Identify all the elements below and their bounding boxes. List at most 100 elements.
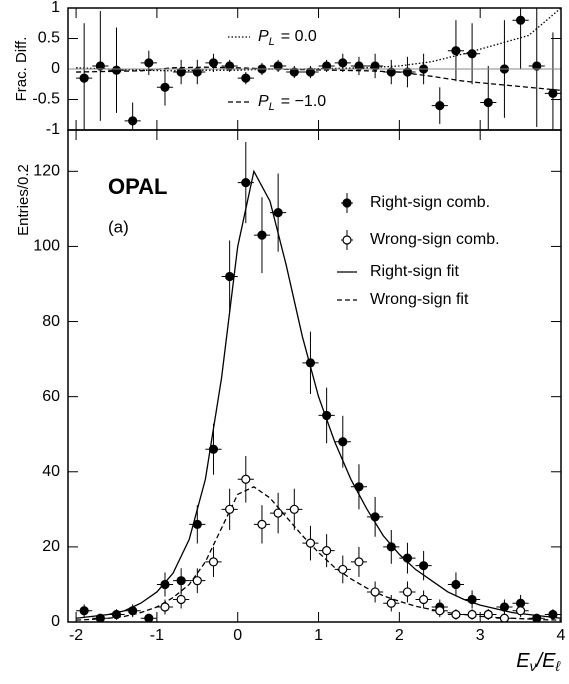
- legend-subscript: L: [269, 36, 275, 48]
- data-point: [144, 58, 154, 68]
- legend-marker: [342, 198, 352, 208]
- data-point: [451, 609, 461, 620]
- plot-area: [76, 142, 561, 622]
- x-axis-subscript: ℓ: [554, 658, 560, 674]
- data-point: [515, 606, 526, 616]
- legend-symbol: P: [258, 28, 269, 45]
- legend-label: = −1.0: [281, 93, 326, 110]
- y-tick-label: 1: [51, 0, 60, 16]
- x-axis-subscript: ν: [530, 658, 537, 674]
- data-point: [322, 410, 332, 421]
- data-point: [451, 46, 461, 56]
- data-point: [386, 542, 396, 552]
- data-point: [273, 61, 283, 71]
- y-tick-label: 0: [51, 613, 60, 630]
- data-point: [111, 609, 122, 620]
- data-point: [548, 88, 558, 99]
- y-tick-label: 80: [42, 313, 60, 330]
- data-point: [305, 67, 316, 77]
- data-point: [402, 587, 413, 597]
- data-point: [128, 116, 138, 126]
- data-point: [208, 557, 219, 567]
- data-point: [386, 598, 396, 608]
- data-point: [305, 538, 316, 548]
- chart-title: OPAL: [108, 174, 167, 199]
- x-axis-label: E: [516, 650, 530, 672]
- data-point: [354, 557, 364, 567]
- data-point: [322, 546, 332, 556]
- data-point: [419, 594, 429, 605]
- data-point: [225, 504, 235, 514]
- y-tick-label: 20: [42, 538, 60, 555]
- data-point: [370, 512, 380, 522]
- data-point: [419, 561, 429, 571]
- x-tick-label: 3: [476, 627, 485, 644]
- y-tick-label: 120: [33, 163, 60, 180]
- data-point: [338, 437, 348, 447]
- legend-label: Right-sign fit: [370, 263, 459, 280]
- x-tick-label: 4: [557, 627, 566, 644]
- data-point: [370, 61, 380, 71]
- legend-label: Wrong-sign comb.: [370, 231, 500, 248]
- data-point: [95, 61, 105, 71]
- legend-label: Right-sign comb.: [370, 194, 490, 211]
- data-point: [370, 587, 380, 597]
- data-point: [95, 613, 105, 622]
- data-point: [192, 576, 202, 586]
- data-point: [241, 73, 251, 83]
- y-tick-label: -0.5: [32, 91, 60, 108]
- x-tick-label: 2: [395, 627, 404, 644]
- data-point: [192, 67, 202, 77]
- y-tick-label: 100: [33, 238, 60, 255]
- data-point: [532, 61, 542, 71]
- x-tick-label: -1: [150, 627, 164, 644]
- legend-symbol: P: [258, 93, 269, 110]
- legend-label: PL = −1.0: [258, 93, 326, 113]
- data-point: [322, 61, 332, 71]
- data-point: [289, 67, 299, 77]
- data-point: [483, 609, 493, 620]
- data-point: [79, 73, 89, 83]
- data-point: [467, 49, 477, 59]
- data-point: [435, 100, 445, 111]
- data-point: [192, 519, 202, 529]
- data-point: [532, 613, 542, 622]
- data-point: [208, 444, 219, 454]
- data-point: [160, 602, 170, 612]
- x-axis-label: /E: [535, 650, 557, 672]
- data-point: [111, 65, 122, 75]
- annotation: (a): [108, 217, 129, 236]
- data-point: [160, 82, 170, 92]
- data-point: [548, 609, 558, 620]
- y-tick-label: 0: [51, 60, 60, 77]
- x-axis-label: Eν/Eℓ: [516, 650, 560, 673]
- data-point: [435, 606, 445, 616]
- legend-marker: [342, 235, 352, 245]
- data-point: [499, 602, 510, 612]
- data-point: [515, 15, 526, 25]
- data-point: [467, 594, 477, 605]
- data-point: [338, 564, 348, 575]
- x-tick-label: 1: [314, 627, 323, 644]
- data-point: [354, 61, 364, 71]
- data-point: [144, 613, 154, 622]
- data-point: [451, 579, 461, 590]
- data-point: [338, 58, 348, 68]
- y-tick-label: 40: [42, 463, 60, 480]
- data-point: [128, 606, 138, 616]
- data-point: [225, 271, 235, 282]
- data-point: [402, 553, 413, 563]
- data-point: [208, 58, 219, 68]
- legend-label: = 0.0: [281, 28, 317, 45]
- data-point: [289, 504, 299, 514]
- fit-curve: [76, 486, 561, 621]
- y-axis-label: Frac. Diff.: [13, 37, 30, 102]
- y-tick-label: -1: [46, 121, 60, 138]
- data-point: [79, 606, 89, 616]
- data-point: [241, 474, 251, 484]
- data-point: [499, 613, 510, 622]
- fit-curve: [76, 169, 561, 619]
- x-tick-label: 0: [233, 627, 242, 644]
- data-point: [354, 482, 364, 492]
